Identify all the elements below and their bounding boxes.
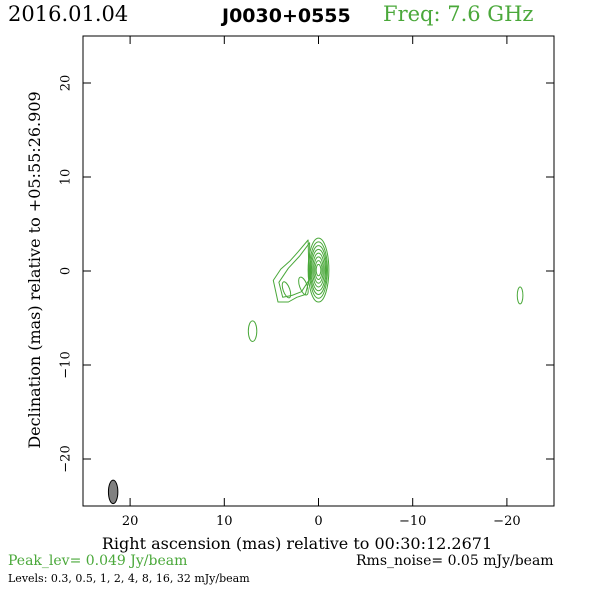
peak-level: Peak_lev= 0.049 Jy/beam (8, 553, 188, 569)
rms-noise: Rms_noise= 0.05 mJy/beam (356, 553, 554, 569)
jet-component-contour (281, 281, 292, 299)
core-contour (314, 260, 323, 280)
observation-date: 2016.01.04 (8, 2, 129, 26)
y-tick-label: 20 (59, 75, 74, 92)
x-tick-label: 0 (314, 514, 322, 529)
jet-contour (272, 239, 310, 303)
axis-ticks (83, 36, 554, 506)
contour-levels: Levels: 0.3, 0.5, 1, 2, 4, 8, 16, 32 mJy… (8, 572, 250, 585)
isolated-component-contour (247, 320, 258, 343)
core-contour (315, 263, 322, 277)
core-contour (310, 248, 327, 292)
y-tick-label: 10 (59, 169, 74, 186)
y-tick-label: −10 (59, 351, 74, 378)
contour-layer (247, 237, 524, 343)
x-tick-label: −10 (399, 514, 426, 529)
tick-labels: 20 10 0 −10 −20 20 10 0 −10 −20 (59, 75, 521, 529)
beam-layer (107, 479, 119, 505)
core-contour (312, 252, 325, 288)
y-axis-label: Declination (mas) relative to +05:55:26.… (25, 91, 44, 448)
x-axis-label: Right ascension (mas) relative to 00:30:… (102, 534, 492, 553)
core-contour (309, 245, 328, 295)
x-tick-label: 10 (216, 514, 233, 529)
x-tick-label: −20 (493, 514, 520, 529)
core-contour (313, 256, 324, 284)
x-tick-label: 20 (122, 514, 139, 529)
jet-component-contour (298, 276, 309, 296)
y-tick-label: −20 (59, 445, 74, 472)
core-contour (307, 237, 330, 303)
isolated-component-contour (516, 286, 524, 305)
source-name: J0030+0555 (222, 5, 351, 27)
frequency-label: Freq: 7.6 GHz (383, 2, 534, 26)
plot-frame (82, 35, 555, 507)
jet-contour (278, 242, 311, 298)
beam-ellipse (107, 479, 119, 505)
y-tick-label: 0 (59, 267, 74, 275)
